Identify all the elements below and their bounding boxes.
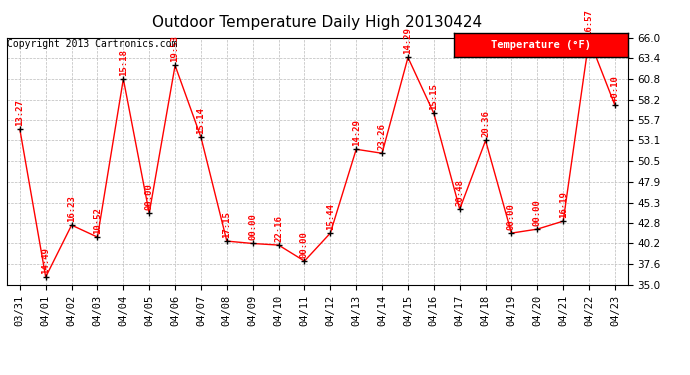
Text: 15:18: 15:18 (119, 49, 128, 76)
Text: 20:48: 20:48 (455, 179, 464, 206)
Text: 17:15: 17:15 (222, 211, 231, 238)
Text: 19:53: 19:53 (170, 35, 179, 62)
Text: 00:00: 00:00 (300, 231, 309, 258)
Text: 00:00: 00:00 (507, 203, 516, 230)
Text: 14:29: 14:29 (352, 119, 361, 146)
Text: 00:00: 00:00 (533, 199, 542, 226)
Text: 22:16: 22:16 (274, 215, 283, 242)
Text: 13:27: 13:27 (15, 99, 24, 126)
Text: 14:49: 14:49 (41, 247, 50, 274)
Text: 15:14: 15:14 (197, 107, 206, 134)
Text: 16:19: 16:19 (559, 191, 568, 218)
Text: 15:15: 15:15 (429, 83, 438, 110)
Text: Copyright 2013 Cartronics.com: Copyright 2013 Cartronics.com (7, 39, 177, 50)
Text: +0:10: +0:10 (611, 75, 620, 102)
Text: 20:36: 20:36 (481, 110, 490, 137)
Text: 10:52: 10:52 (93, 207, 102, 234)
Text: 16:23: 16:23 (67, 195, 76, 222)
Text: 00:00: 00:00 (248, 213, 257, 240)
Text: 23:26: 23:26 (377, 123, 386, 150)
Text: 00:00: 00:00 (145, 183, 154, 210)
Text: 14:29: 14:29 (404, 27, 413, 54)
Title: Outdoor Temperature Daily High 20130424: Outdoor Temperature Daily High 20130424 (152, 15, 482, 30)
Text: 16:57: 16:57 (584, 9, 593, 36)
Text: 15:44: 15:44 (326, 203, 335, 230)
